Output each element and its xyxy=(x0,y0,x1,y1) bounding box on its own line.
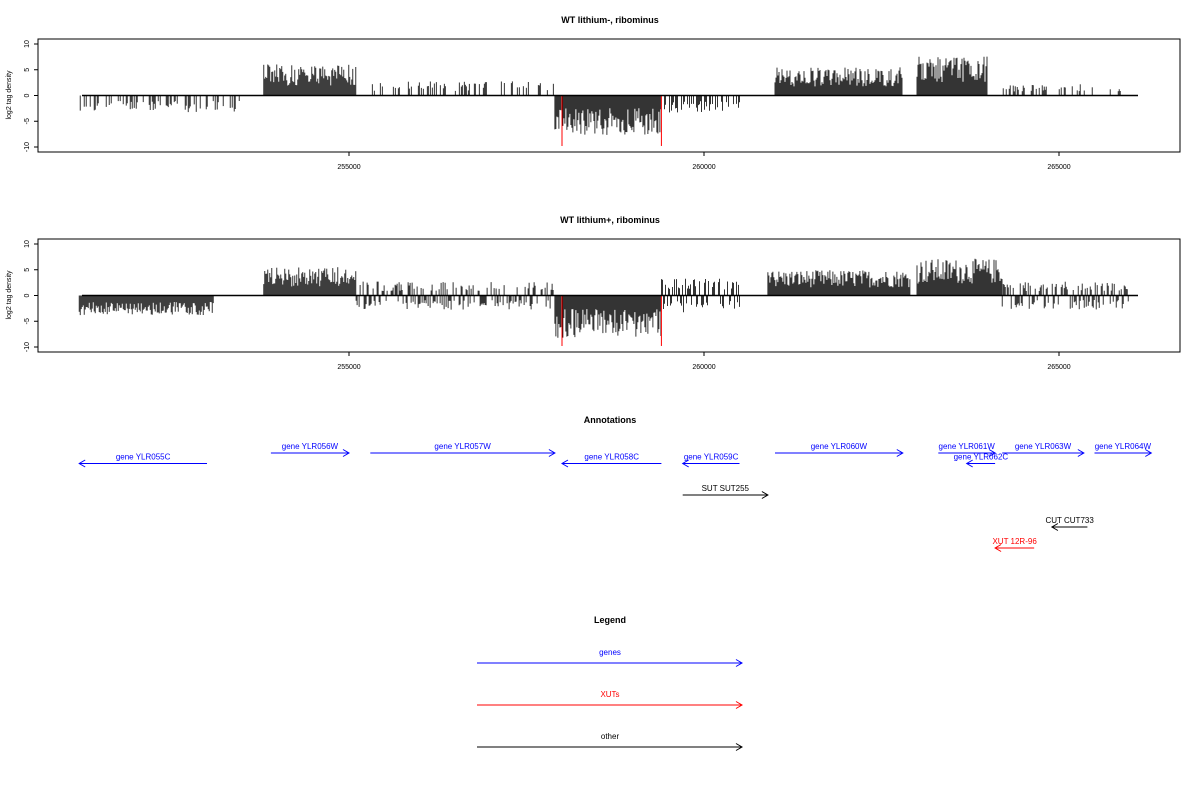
panel1-x-axis: 255000 260000 265000 xyxy=(337,152,1071,171)
x-tick-label: 265000 xyxy=(1047,364,1070,371)
x-tick-label: 255000 xyxy=(337,364,360,371)
panel-lithium-minus: WT lithium-, ribominus log2 tag density … xyxy=(6,15,1181,171)
legend-arrow xyxy=(477,743,743,751)
arrow-head xyxy=(735,659,743,667)
legend-items: genes XUTs other xyxy=(477,648,743,751)
legend-panel: Legend genes XUTs other xyxy=(477,615,743,751)
annotation-arrow xyxy=(1050,523,1088,531)
legend-arrow xyxy=(477,701,743,709)
annotations-title: Annotations xyxy=(584,415,637,425)
y-tick-label: 10 xyxy=(24,240,31,248)
x-tick-label: 260000 xyxy=(692,164,715,171)
arrow-head xyxy=(988,449,997,457)
arrow-head xyxy=(994,544,1002,552)
y-tick-label: 0 xyxy=(24,293,31,297)
annotation-label: gene YLR064W xyxy=(1095,442,1152,451)
panel2-bars xyxy=(78,258,1129,338)
annotation-arrow xyxy=(775,449,904,457)
annotation-label: gene YLR056W xyxy=(282,442,339,451)
arrow-head xyxy=(561,459,569,468)
y-tick-label: 10 xyxy=(24,40,31,48)
annotation-arrow xyxy=(78,459,207,468)
arrow-head xyxy=(1145,449,1153,457)
y-tick-label: -5 xyxy=(24,318,31,324)
annotation-label: CUT CUT733 xyxy=(1045,516,1094,525)
annotation-label: gene YLR063W xyxy=(1015,442,1072,451)
annotation-label: SUT SUT255 xyxy=(702,484,750,493)
annotation-label: gene YLR059C xyxy=(684,453,739,462)
panel1-markers xyxy=(561,95,662,146)
annotation-arrow xyxy=(561,459,662,468)
x-tick-label: 255000 xyxy=(337,164,360,171)
annotation-arrow xyxy=(681,459,740,468)
annotation-label: gene YLR057W xyxy=(434,442,491,451)
panel2-x-axis: 255000 260000 265000 xyxy=(337,352,1071,371)
arrow-head xyxy=(78,459,86,468)
panel2-markers xyxy=(561,295,662,346)
x-tick-label: 260000 xyxy=(692,364,715,371)
annotation-arrow xyxy=(1094,449,1153,457)
annotation-arrow xyxy=(682,491,769,499)
arrow-head xyxy=(965,459,973,468)
annotation-arrow xyxy=(965,459,996,468)
annotation-arrow xyxy=(938,449,997,457)
y-tick-label: 5 xyxy=(24,68,31,72)
legend-label: genes xyxy=(599,648,621,657)
x-tick-label: 265000 xyxy=(1047,164,1070,171)
annotation-label: gene YLR062C xyxy=(954,453,1009,462)
panel1-y-axis-label: log2 tag density xyxy=(6,70,13,120)
panel1-bars xyxy=(79,56,1121,135)
arrow-head xyxy=(735,701,743,709)
annotation-label: gene YLR055C xyxy=(116,453,171,462)
annotation-arrow xyxy=(994,544,1035,552)
annotation-arrow xyxy=(1002,449,1085,457)
panel1-title: WT lithium-, ribominus xyxy=(561,15,659,25)
y-tick-label: -10 xyxy=(24,142,31,152)
annotation-label: gene YLR061W xyxy=(939,442,996,451)
legend-label: other xyxy=(601,732,620,741)
panel2-title: WT lithium+, ribominus xyxy=(560,215,660,225)
arrow-head xyxy=(735,743,743,751)
legend-label: XUTs xyxy=(600,690,619,699)
annotation-label: gene YLR060W xyxy=(811,442,868,451)
arrow-head xyxy=(681,459,689,468)
y-tick-label: 5 xyxy=(24,268,31,272)
panel2-y-axis-label: log2 tag density xyxy=(6,270,13,320)
arrow-head xyxy=(1077,449,1085,457)
y-tick-label: -10 xyxy=(24,342,31,352)
arrow-head xyxy=(896,449,904,457)
arrow-head xyxy=(761,491,769,499)
y-tick-label: -5 xyxy=(24,118,31,124)
panel1-y-axis: 10 5 0 -5 -10 xyxy=(24,40,39,152)
panel-lithium-plus: WT lithium+, ribominus log2 tag density … xyxy=(6,215,1181,371)
legend-title: Legend xyxy=(594,615,626,625)
annotation-arrow xyxy=(270,449,350,457)
annotation-label: gene YLR058C xyxy=(584,453,639,462)
annotation-arrow xyxy=(370,449,556,457)
arrow-head xyxy=(1050,523,1059,531)
arrow-head xyxy=(548,449,556,457)
y-tick-label: 0 xyxy=(24,93,31,97)
annotation-label: XUT 12R-96 xyxy=(992,537,1037,546)
arrow-head xyxy=(342,449,350,457)
annotation-items: gene YLR055C gene YLR056W gene YLR057W gene… xyxy=(78,442,1153,552)
panel2-y-axis: 10 5 0 -5 -10 xyxy=(24,240,39,352)
legend-arrow xyxy=(477,659,743,667)
